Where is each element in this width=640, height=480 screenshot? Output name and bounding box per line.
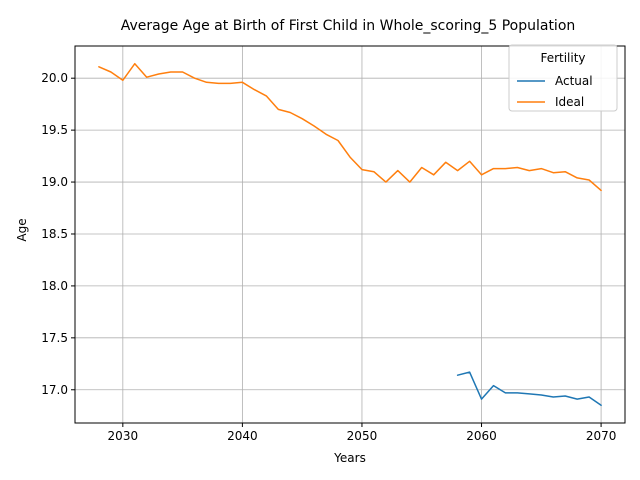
chart-title: Average Age at Birth of First Child in W…	[121, 18, 576, 34]
y-tick-label: 19.0	[41, 175, 68, 189]
legend-label: Ideal	[555, 95, 584, 109]
x-tick-label: 2060	[466, 429, 497, 443]
series-layer	[98, 62, 602, 407]
legend: Fertility Actual Ideal	[508, 44, 618, 112]
y-tick-label: 19.5	[41, 123, 68, 137]
y-tick-label: 17.0	[41, 383, 68, 397]
x-axis-ticks: 2030 2040 2050 2060 2070	[108, 423, 617, 443]
y-axis-ticks: 17.0 17.5 18.0 18.5 19.0 19.5 20.0	[41, 71, 75, 397]
axes-frame	[74, 45, 626, 424]
x-tick-label: 2070	[586, 429, 617, 443]
y-tick-label: 18.0	[41, 279, 68, 293]
x-tick-label: 2050	[347, 429, 378, 443]
y-tick-label: 17.5	[41, 331, 68, 345]
x-tick-label: 2030	[108, 429, 139, 443]
grid-lines	[75, 46, 625, 423]
legend-title: Fertility	[540, 51, 585, 65]
y-tick-label: 20.0	[41, 71, 68, 85]
series-line-ideal	[98, 62, 602, 192]
series-line-actual	[456, 371, 602, 407]
x-axis-label: Years	[333, 451, 366, 465]
y-axis-label: Age	[15, 218, 29, 241]
y-tick-label: 18.5	[41, 227, 68, 241]
x-tick-label: 2040	[227, 429, 258, 443]
legend-label: Actual	[555, 74, 593, 88]
